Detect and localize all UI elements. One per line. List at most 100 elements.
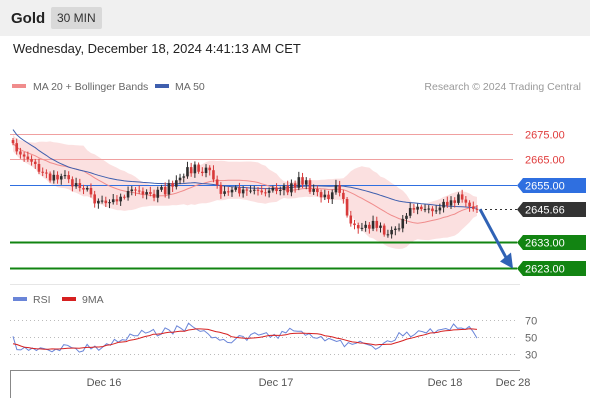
candle-body — [115, 199, 119, 202]
candle-body — [308, 180, 312, 192]
candle-body — [33, 161, 37, 165]
candle-body — [126, 191, 130, 198]
candle-body — [423, 209, 427, 211]
candle-body — [15, 143, 19, 152]
candle-body — [238, 187, 241, 194]
candle-body — [349, 215, 353, 224]
forecast-arrow-head — [500, 252, 513, 269]
candle-body — [178, 177, 182, 181]
candle-body — [267, 190, 271, 193]
x-tick-label: Dec 28 — [496, 377, 531, 389]
candle-body — [364, 224, 367, 228]
candle-body — [30, 159, 33, 162]
x-tick-label: Dec 18 — [428, 377, 463, 389]
candle-body — [471, 206, 475, 209]
candle-body — [189, 167, 193, 174]
candle-body — [182, 176, 186, 178]
candle-body — [215, 179, 219, 185]
candle-body — [282, 185, 286, 191]
candle-body — [427, 208, 431, 210]
candle-body — [100, 200, 104, 202]
candle-body — [71, 179, 74, 187]
x-tick-label: Dec 16 — [87, 377, 122, 389]
candle-body — [52, 174, 56, 181]
candle-body — [464, 199, 468, 203]
rsi-layer: 70 50 30 — [10, 316, 537, 362]
candle-body — [327, 194, 330, 200]
candle-body — [59, 176, 63, 180]
candle-body — [356, 225, 360, 229]
legend-9ma-label: 9MA — [82, 294, 104, 306]
candle-body — [360, 227, 364, 229]
candle-body — [234, 187, 238, 190]
candle-body — [382, 225, 386, 235]
candles-layer — [11, 138, 479, 239]
candle-body — [330, 192, 334, 200]
level-label-current: 2645.66 — [525, 205, 565, 217]
candle-body — [379, 225, 382, 228]
candle-body — [353, 223, 356, 226]
candle-body — [371, 220, 375, 229]
candle-body — [368, 224, 371, 229]
candle-body — [134, 189, 137, 191]
legend-9ma-swatch — [62, 297, 76, 301]
candle-body — [111, 199, 115, 203]
candle-body — [193, 164, 197, 174]
level-label-box-support — [517, 235, 586, 250]
header-bar: Gold 30 MIN — [0, 0, 590, 36]
forecast-arrow-shaft — [478, 208, 508, 259]
candle-body — [286, 185, 289, 193]
candle-body — [264, 192, 267, 194]
candle-body — [397, 228, 401, 230]
candle-body — [130, 189, 134, 192]
candle-body — [475, 208, 479, 210]
rsi-tick-label: 50 — [525, 333, 537, 345]
candle-body — [19, 151, 22, 155]
candle-body — [97, 200, 100, 204]
candle-body — [260, 190, 264, 193]
candle-body — [163, 186, 167, 195]
candle-body — [123, 196, 126, 198]
candle-body — [41, 171, 44, 173]
candle-body — [252, 189, 256, 191]
ma20-line — [12, 142, 478, 224]
candle-body — [74, 183, 78, 187]
candle-body — [412, 208, 416, 210]
moving-averages-layer — [12, 129, 478, 224]
candle-body — [212, 170, 215, 180]
timeframe-badge[interactable]: 30 MIN — [51, 7, 102, 29]
candle-body — [290, 183, 293, 193]
candle-body — [316, 189, 319, 193]
candle-body — [208, 167, 212, 171]
candle-body — [468, 202, 471, 207]
candle-body — [223, 191, 226, 194]
candle-body — [256, 189, 260, 191]
candle-body — [297, 177, 301, 188]
candle-body — [434, 210, 438, 212]
candle-body — [82, 187, 85, 190]
candle-body — [197, 164, 200, 172]
level-label-resistance: 2665.00 — [525, 155, 565, 167]
candle-body — [149, 192, 152, 194]
x-tick-label: Dec 17 — [259, 377, 294, 389]
forecast-arrow-layer — [478, 208, 513, 269]
candle-body — [301, 177, 304, 185]
candle-body — [271, 187, 275, 191]
candle-body — [37, 164, 41, 172]
candle-body — [175, 180, 178, 187]
level-label-box-current — [517, 202, 586, 217]
candle-body — [152, 193, 156, 198]
ma50-line — [12, 129, 478, 209]
candle-body — [446, 201, 449, 206]
legend-ma50-label: MA 50 — [175, 81, 205, 93]
candle-body — [345, 199, 349, 216]
candle-body — [278, 190, 282, 192]
candle-body — [245, 189, 249, 191]
candle-body — [186, 167, 189, 177]
price-levels-layer — [10, 134, 517, 270]
candle-body — [145, 192, 148, 195]
candle-body — [45, 172, 48, 174]
candle-body — [342, 192, 345, 200]
